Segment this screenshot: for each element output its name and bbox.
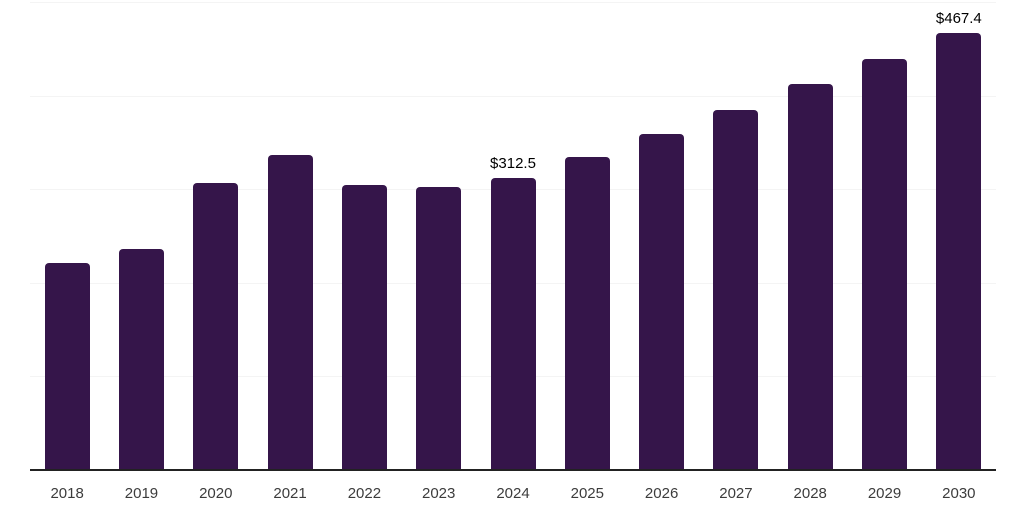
x-tick-label-2026: 2026 (644, 485, 679, 502)
bar-2027 (713, 110, 759, 470)
x-tick-label-2024: 2024 (496, 485, 530, 502)
gridline-500 (30, 2, 996, 3)
x-tick-label-2030: 2030 (942, 485, 976, 502)
x-tick-label-2020: 2020 (199, 485, 233, 502)
bar-2025 (564, 156, 610, 470)
x-axis-line (30, 469, 996, 471)
bar-2021 (267, 155, 313, 470)
bar-2022 (341, 184, 387, 470)
x-tick-label-2029: 2029 (867, 485, 902, 502)
x-tick-label-2025: 2025 (570, 485, 604, 502)
x-tick-label-2018: 2018 (50, 485, 84, 502)
bar-2028 (787, 83, 833, 470)
x-tick-label-2019: 2019 (124, 485, 159, 502)
x-tick-label-2023: 2023 (422, 485, 456, 502)
gridline-400 (30, 96, 996, 97)
bar-2018 (44, 263, 90, 470)
x-tick-label-2021: 2021 (273, 485, 307, 502)
x-tick-label-2022: 2022 (347, 485, 382, 502)
bar-2019 (118, 249, 164, 470)
data-label-2024: $312.5 (490, 154, 536, 172)
x-tick-label-2027: 2027 (719, 485, 753, 502)
bar-2023 (416, 186, 462, 470)
bar-2024 (490, 177, 536, 470)
data-label-2030: $467.4 (935, 9, 982, 27)
bar-2020 (193, 183, 239, 470)
x-tick-label-2028: 2028 (793, 485, 827, 502)
bar-2026 (639, 133, 685, 470)
bar-2029 (862, 59, 908, 470)
bar-2030 (936, 32, 982, 470)
